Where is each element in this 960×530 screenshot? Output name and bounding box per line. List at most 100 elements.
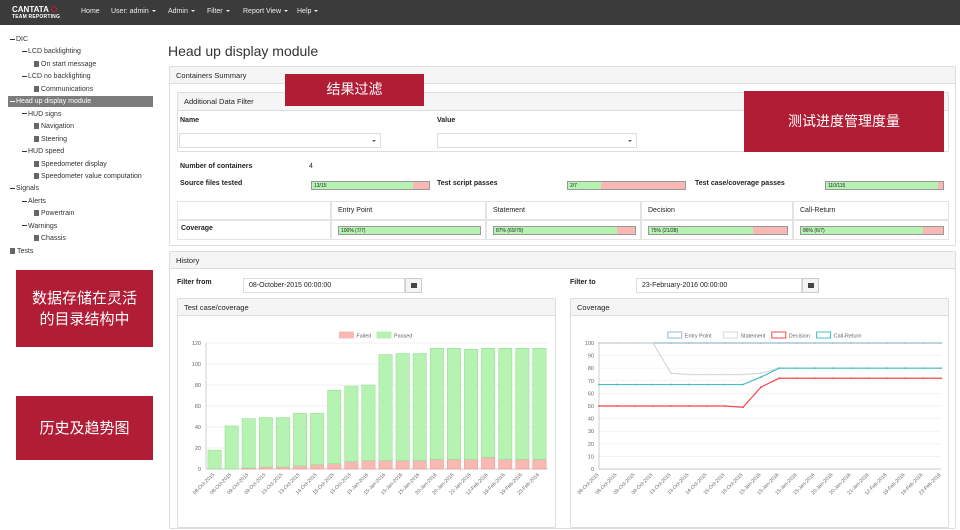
line-point: [688, 405, 690, 407]
tree-item[interactable]: LCD no backlighting: [20, 71, 91, 82]
y-tick-label: 60: [195, 404, 201, 410]
nav-menu-item[interactable]: Report View: [243, 8, 288, 15]
column-header: Decision: [648, 207, 675, 214]
y-tick-label: 90: [588, 354, 594, 360]
tree-item[interactable]: HUD speed: [20, 146, 64, 157]
line-point: [922, 377, 924, 380]
legend-label: Entry Point: [685, 334, 712, 340]
bar-segment: [498, 348, 513, 460]
legend-swatch: [771, 331, 787, 339]
tree-item[interactable]: Communications: [32, 84, 93, 95]
tree-item[interactable]: DIC: [8, 34, 28, 45]
y-tick-label: 0: [198, 467, 201, 473]
line-point: [688, 342, 690, 344]
tree-item[interactable]: Signals: [8, 183, 39, 194]
leaf-icon: [34, 173, 39, 180]
legend-label: Failed: [356, 334, 371, 340]
nav-menu-item[interactable]: Filter: [207, 8, 230, 15]
calendar-button[interactable]: [405, 278, 422, 293]
line-point: [922, 367, 924, 370]
line-point: [616, 383, 618, 386]
bar-segment: [378, 460, 393, 470]
tree-item[interactable]: Steering: [32, 134, 67, 145]
tree-item[interactable]: Alerts: [20, 196, 46, 207]
tree-label: Navigation: [41, 123, 75, 131]
row-label: Coverage: [181, 225, 213, 232]
line-point: [868, 367, 870, 370]
line-point: [598, 383, 600, 386]
tree-item[interactable]: Navigation: [32, 121, 74, 132]
bar-segment: [258, 417, 273, 468]
line-point: [670, 405, 672, 407]
line-point: [706, 405, 708, 407]
coverage-bar: 100% (7/7): [338, 226, 481, 235]
callout: 数据存储在灵活的目录结构中: [16, 270, 153, 347]
line-point: [940, 367, 942, 370]
line-series: [599, 367, 941, 386]
tree-item[interactable]: Tests: [8, 246, 33, 257]
coverage-fill: [801, 227, 924, 234]
bar-segment: [258, 466, 273, 470]
tree-item[interactable]: Speedometer value computation: [32, 171, 142, 182]
brand[interactable]: CANTATA: [12, 5, 49, 14]
nav-menu-item[interactable]: User: admin: [111, 8, 156, 15]
containers-label: Number of containers: [180, 163, 253, 170]
tree-item[interactable]: Powertrain: [32, 208, 74, 219]
tree-label: Steering: [41, 135, 68, 143]
filter-from-input[interactable]: 08-October-2015 00:00:00: [243, 278, 405, 293]
leaf-icon: [34, 135, 39, 142]
coverage-fill: [494, 227, 617, 234]
tree-item[interactable]: Head up display module: [8, 96, 153, 108]
tree-label: Tests: [17, 247, 34, 255]
tree-label: Head up display module: [16, 98, 92, 106]
collapse-icon: [22, 150, 27, 152]
tree-label: On start message: [41, 60, 97, 68]
column-header: Call-Return: [800, 207, 836, 214]
collapse-icon: [10, 100, 15, 102]
progress-text: 13/15: [314, 183, 327, 189]
coverage-bar: 87% (69/79): [493, 226, 636, 235]
bar-segment: [498, 459, 513, 470]
line-series: [599, 342, 941, 376]
bar-segment: [464, 459, 478, 470]
tree-item[interactable]: Speedometer display: [32, 159, 107, 170]
nav-menu-item[interactable]: Help: [297, 8, 318, 15]
tree-item[interactable]: On start message: [32, 59, 96, 70]
tree-item[interactable]: Warnings: [20, 221, 57, 232]
brand-subtitle: TEAM REPORTING: [12, 14, 61, 20]
line-point: [814, 342, 816, 344]
calendar-button[interactable]: [802, 278, 819, 293]
table-header-cell: Call-Return: [793, 201, 949, 220]
nav-menu-item[interactable]: Home: [81, 8, 100, 15]
line-point: [760, 342, 762, 344]
nav-menu-item[interactable]: Admin: [168, 8, 195, 15]
line-point: [850, 377, 852, 380]
bar-segment: [447, 348, 461, 460]
chart: 0 10 20 30 40 50 60 70 80 90 100 Entry Point Stateme…: [577, 331, 943, 497]
line-point: [778, 377, 780, 380]
line-point: [742, 373, 744, 376]
bar-segment: [207, 449, 222, 470]
value-select[interactable]: [437, 133, 637, 148]
filter-to-input[interactable]: 23-February-2016 00:00:00: [636, 278, 802, 293]
tree-label: Signals: [16, 185, 39, 193]
legend-label: Call-Return: [834, 334, 862, 340]
field-label: Value: [437, 117, 456, 124]
y-tick-label: 40: [588, 417, 594, 423]
line-point: [886, 377, 888, 380]
tree-label: Communications: [41, 85, 94, 93]
leaf-icon: [10, 247, 15, 254]
line-point: [706, 342, 708, 344]
tree-item[interactable]: LCD backlighting: [20, 46, 81, 57]
callout: 测试进度管理度量: [744, 91, 944, 152]
tree-item[interactable]: HUD signs: [20, 109, 61, 120]
coverage-text: 86% (6/7): [803, 228, 825, 234]
line-point: [868, 377, 870, 380]
name-select[interactable]: [179, 133, 381, 148]
line-point: [742, 383, 744, 386]
line-point: [760, 386, 762, 388]
bar-segment: [429, 459, 444, 470]
tree-label: HUD signs: [28, 110, 62, 118]
line-point: [724, 342, 726, 344]
tree-item[interactable]: Chassis: [32, 233, 66, 244]
